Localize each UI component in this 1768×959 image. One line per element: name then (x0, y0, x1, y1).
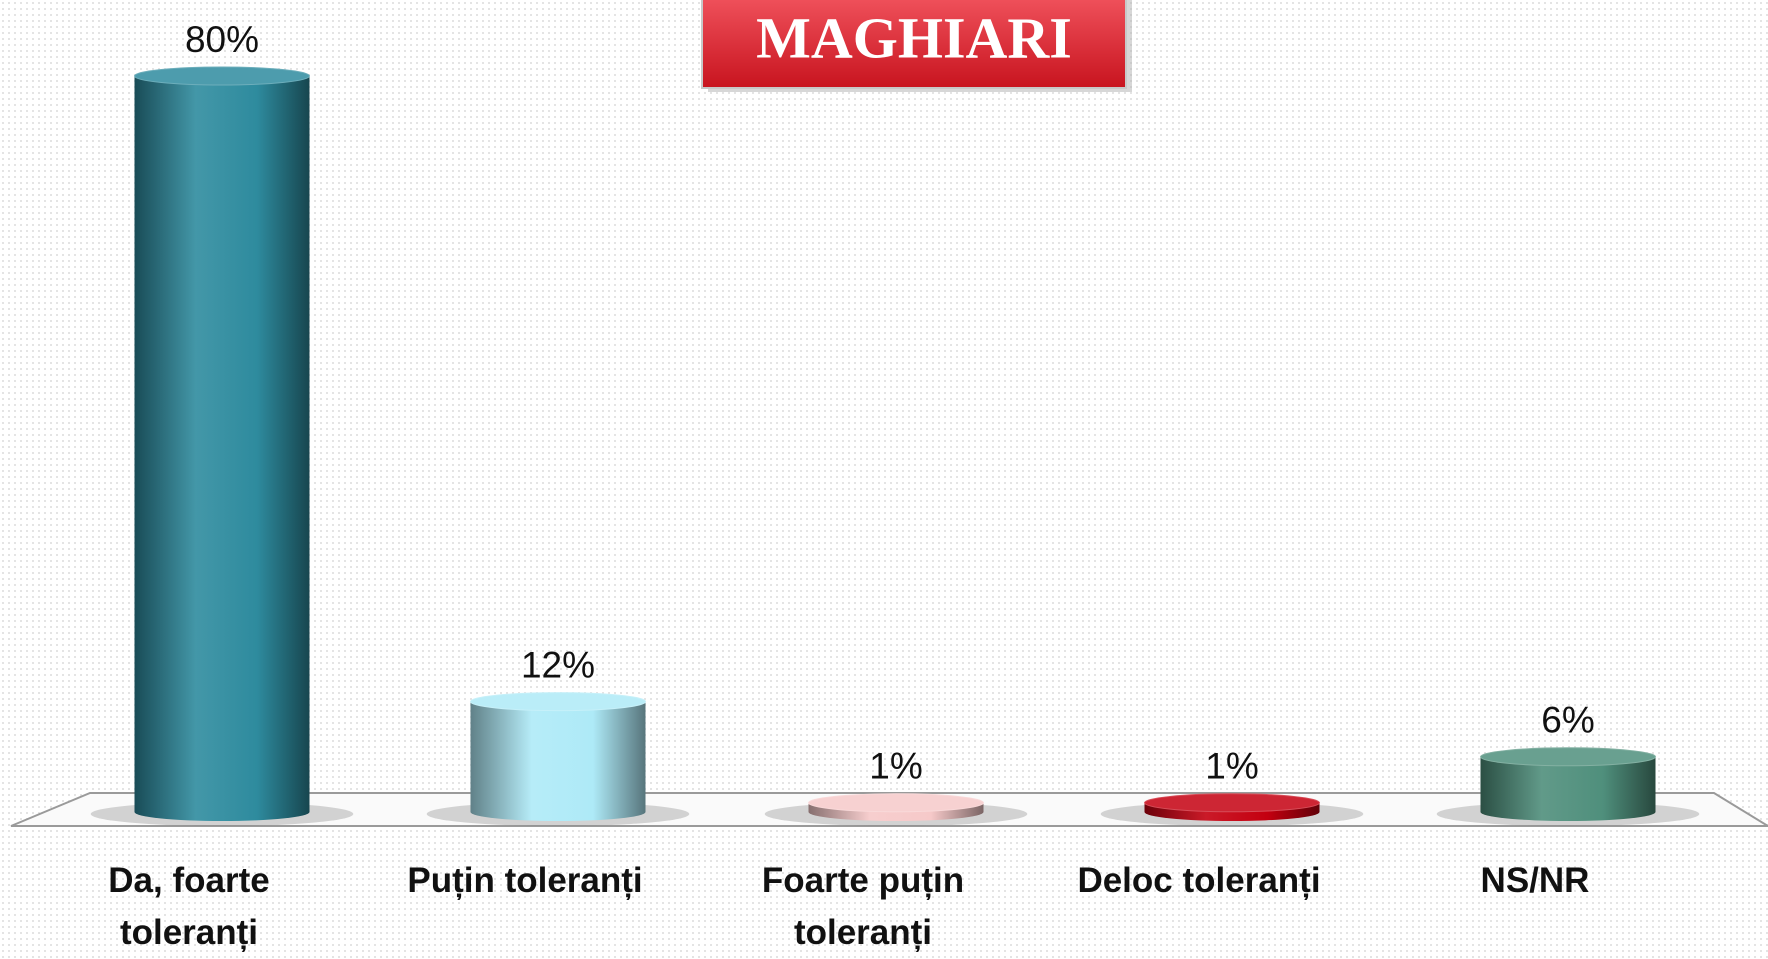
bar-top (808, 793, 984, 813)
category-label: Foarte puțin toleranți (761, 861, 965, 952)
bar-bottom (470, 803, 646, 821)
bar-top (470, 692, 646, 712)
value-label: 6% (1541, 700, 1594, 741)
value-label: 1% (1205, 746, 1258, 787)
value-label: 1% (869, 746, 922, 787)
value-label: 80% (185, 19, 259, 60)
category-label: Puțin toleranți (407, 861, 643, 900)
bar-top (1144, 793, 1320, 813)
category-label: Deloc toleranți (1077, 861, 1321, 900)
bar (134, 76, 310, 812)
category-label: NS/NR (1480, 861, 1590, 900)
chart-title: MAGHIARI (756, 5, 1072, 70)
bar-bottom (134, 803, 310, 821)
bar-bottom (1480, 803, 1656, 821)
title-box (701, 0, 1127, 89)
bar (470, 701, 646, 812)
category-label: Da, foarte toleranți (108, 861, 270, 952)
bar-top (134, 66, 310, 86)
bar-top (1480, 747, 1656, 767)
value-label: 12% (521, 644, 595, 685)
